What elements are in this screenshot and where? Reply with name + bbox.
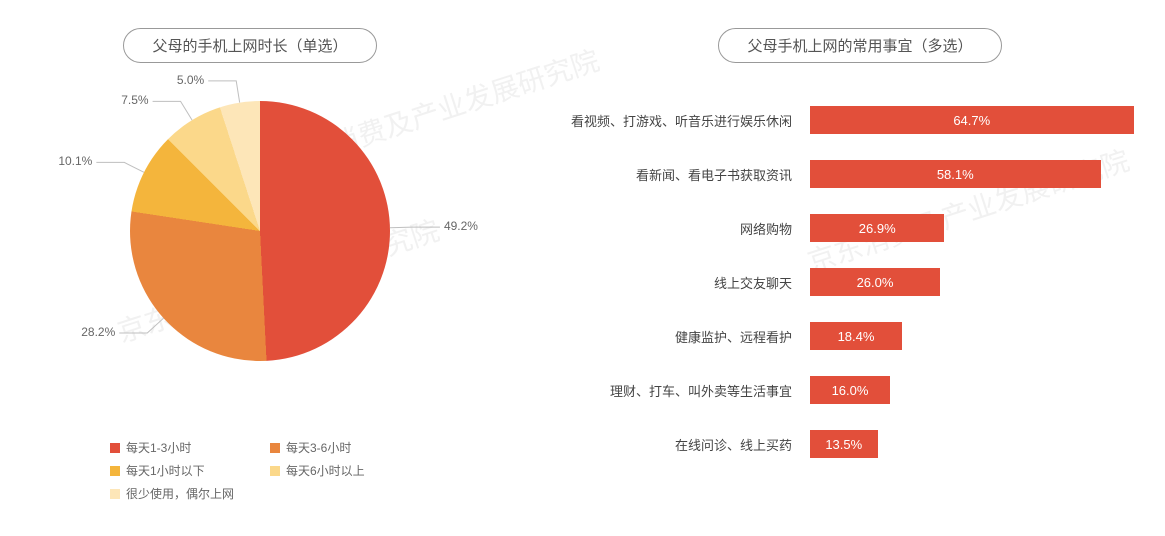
left-panel: 父母的手机上网时长（单选） 49.2% 28.2% 10.1% 7.5% 5.0% 每天… [0,0,500,536]
bar-track: 26.9% [810,214,1160,242]
legend-item: 每天3-6小时 [270,439,430,456]
pie-legend: 每天1-3小时 每天3-6小时每天1小时以下 每天6小时以上很少使用，偶尔上网 [110,439,430,508]
bar-chart: 看视频、打游戏、听音乐进行娱乐休闲64.7%看新闻、看电子书获取资讯58.1%网… [560,93,1160,471]
bar-fill: 64.7% [810,106,1134,134]
bar-fill: 26.9% [810,214,944,242]
pie-slice-value: 10.1% [58,154,92,168]
bar-row: 网络购物26.9% [560,201,1160,255]
bar-category-label: 看新闻、看电子书获取资讯 [560,165,810,184]
bar-category-label: 线上交友聊天 [560,273,810,292]
bar-track: 64.7% [810,106,1160,134]
bar-track: 16.0% [810,376,1160,404]
bar-row: 健康监护、远程看护18.4% [560,309,1160,363]
left-title-wrap: 父母的手机上网时长（单选） [0,28,500,63]
bar-fill: 16.0% [810,376,890,404]
legend-swatch [270,443,280,453]
bar-category-label: 网络购物 [560,219,810,238]
pie-slice-value: 28.2% [81,325,115,339]
bar-track: 18.4% [810,322,1160,350]
pie-slice-value: 7.5% [121,93,148,107]
bar-category-label: 健康监护、远程看护 [560,327,810,346]
right-panel: 父母手机上网的常用事宜（多选） 看视频、打游戏、听音乐进行娱乐休闲64.7%看新… [560,0,1160,536]
bar-row: 理财、打车、叫外卖等生活事宜16.0% [560,363,1160,417]
pie-chart [130,101,390,361]
bar-row: 在线问诊、线上买药13.5% [560,417,1160,471]
bar-row: 看视频、打游戏、听音乐进行娱乐休闲64.7% [560,93,1160,147]
legend-label: 每天1-3小时 [126,439,191,456]
bar-fill: 58.1% [810,160,1101,188]
bar-fill: 18.4% [810,322,902,350]
legend-item: 每天6小时以上 [270,462,430,479]
pie-chart-area: 49.2%28.2%10.1%7.5%5.0% [0,91,500,411]
legend-item: 每天1小时以下 [110,462,270,479]
bar-row: 线上交友聊天26.0% [560,255,1160,309]
pie-chart-title: 父母的手机上网时长（单选） [123,28,376,63]
bar-row: 看新闻、看电子书获取资讯58.1% [560,147,1160,201]
bar-track: 58.1% [810,160,1160,188]
pie-slice-value: 49.2% [444,219,478,233]
legend-swatch [110,489,120,499]
bar-category-label: 在线问诊、线上买药 [560,435,810,454]
legend-swatch [110,443,120,453]
legend-label: 每天3-6小时 [286,439,351,456]
pie-slice-value: 5.0% [177,73,204,87]
bar-fill: 26.0% [810,268,940,296]
bar-fill: 13.5% [810,430,878,458]
legend-swatch [110,466,120,476]
legend-item: 每天1-3小时 [110,439,270,456]
bar-category-label: 理财、打车、叫外卖等生活事宜 [560,381,810,400]
bar-track: 26.0% [810,268,1160,296]
legend-label: 很少使用，偶尔上网 [126,485,234,502]
bar-category-label: 看视频、打游戏、听音乐进行娱乐休闲 [560,111,810,130]
legend-label: 每天1小时以下 [126,462,205,479]
bar-chart-title: 父母手机上网的常用事宜（多选） [718,28,1001,63]
legend-label: 每天6小时以上 [286,462,365,479]
right-title-wrap: 父母手机上网的常用事宜（多选） [560,28,1160,63]
legend-item: 很少使用，偶尔上网 [110,485,270,502]
legend-swatch [270,466,280,476]
bar-track: 13.5% [810,430,1160,458]
